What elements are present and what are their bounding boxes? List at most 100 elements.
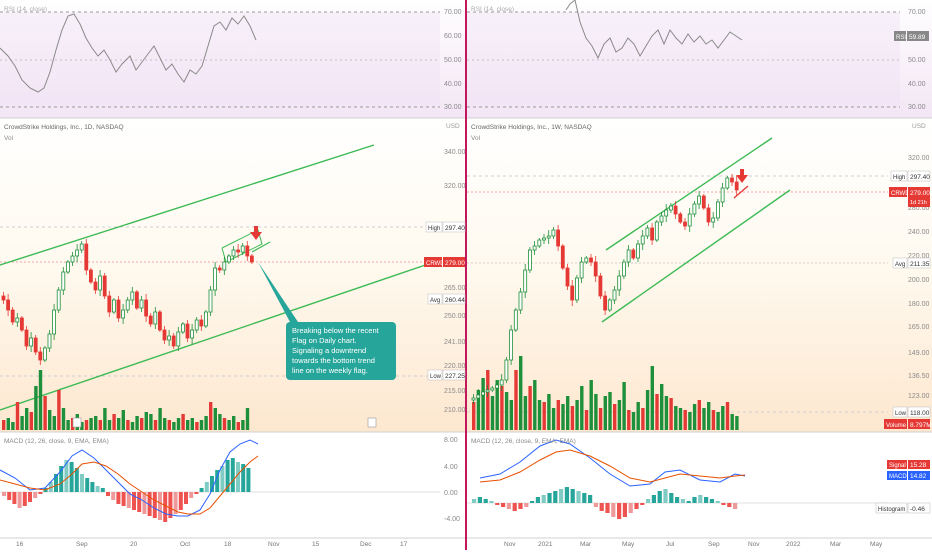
volume-bar xyxy=(504,392,509,430)
candle xyxy=(84,239,89,275)
right-price-tick: 220.00 xyxy=(908,253,930,260)
left-high-value: 297.40 xyxy=(445,225,465,232)
candle xyxy=(89,268,93,284)
volume-bar xyxy=(678,408,683,430)
candle xyxy=(70,252,75,266)
candle xyxy=(669,203,673,213)
right-lower-channel[interactable] xyxy=(601,189,791,323)
left-rsi-tick: 30.00 xyxy=(444,104,462,111)
left-macd-histogram xyxy=(2,458,251,522)
volume-bar xyxy=(735,416,739,430)
candle xyxy=(654,220,659,242)
macd-bar xyxy=(698,495,703,503)
volume-bar xyxy=(135,416,139,430)
left-low-value: 227.25 xyxy=(445,373,465,380)
volume-bar xyxy=(43,396,47,430)
volume-bar xyxy=(514,370,518,430)
macd-bar xyxy=(85,478,90,492)
right-low-value: 118.00 xyxy=(910,410,930,417)
candle xyxy=(79,241,84,253)
macd-bar xyxy=(152,492,157,518)
volume-bar xyxy=(528,386,532,430)
volume-bar xyxy=(20,416,24,430)
candle xyxy=(612,286,617,304)
right-upper-channel[interactable] xyxy=(605,137,773,251)
candle xyxy=(162,326,167,344)
macd-bar xyxy=(680,499,685,503)
macd-bar xyxy=(147,492,152,516)
volume-bar xyxy=(57,390,61,430)
macd-bar xyxy=(501,503,506,507)
macd-bar xyxy=(605,503,610,513)
earnings-marker[interactable] xyxy=(367,417,377,428)
volume-bar xyxy=(98,420,102,430)
candle xyxy=(645,225,650,239)
right-x-tick: 2022 xyxy=(786,541,801,548)
right-rsi-tick: 40.00 xyxy=(908,81,926,88)
volume-bar xyxy=(580,386,584,430)
candle xyxy=(98,270,102,296)
volume-bar xyxy=(66,420,70,430)
macd-bar xyxy=(184,492,188,504)
macd-bar xyxy=(199,488,204,492)
macd-bar xyxy=(547,493,552,503)
right-low-label: Low xyxy=(895,411,907,417)
volume-bar xyxy=(218,414,222,430)
volume-bar xyxy=(186,420,190,430)
macd-bar xyxy=(669,493,674,503)
right-rsi-tick: 70.00 xyxy=(908,9,926,16)
candle xyxy=(589,254,593,266)
left-rsi-tick: 40.00 xyxy=(444,81,462,88)
right-candles xyxy=(471,174,739,404)
candle xyxy=(532,241,537,255)
right-rsi-bg xyxy=(467,0,932,118)
volume-bar xyxy=(84,420,89,430)
macd-bar xyxy=(704,497,709,503)
volume-bar xyxy=(245,408,250,430)
macd-bar xyxy=(225,460,230,492)
volume-bar xyxy=(52,416,56,430)
right-avg-value: 211.35 xyxy=(910,261,930,268)
volume-bar xyxy=(688,412,692,430)
right-histogram-label: Histogram xyxy=(878,507,905,513)
volume-bar xyxy=(500,386,504,430)
macd-bar xyxy=(95,486,100,492)
candle xyxy=(249,254,254,264)
macd-bar xyxy=(489,501,494,503)
volume-bar xyxy=(645,390,650,430)
earnings-marker[interactable] xyxy=(72,417,82,428)
volume-bar xyxy=(519,356,523,430)
macd-bar xyxy=(535,497,540,503)
volume-bar xyxy=(664,396,669,430)
volume-bar xyxy=(683,410,687,430)
left-lower-trendline[interactable] xyxy=(0,259,441,411)
macd-bar xyxy=(541,495,546,503)
left-price-tick: 241.00 xyxy=(444,339,466,346)
right-price-tick: 165.00 xyxy=(908,324,930,331)
candle xyxy=(29,332,34,352)
candle xyxy=(112,298,116,314)
candle xyxy=(640,230,645,250)
volume-bar xyxy=(103,408,107,430)
macd-bar xyxy=(189,492,194,498)
macd-bar xyxy=(663,489,668,503)
left-upper-trendline[interactable] xyxy=(0,144,375,266)
macd-bar xyxy=(28,492,32,502)
candle xyxy=(716,199,720,221)
left-macd-label: MACD (12, 26, close, 9, EMA, EMA) xyxy=(4,438,109,445)
volume-bar xyxy=(660,384,664,430)
macd-bar xyxy=(173,492,178,514)
macd-bar xyxy=(512,503,517,511)
annotation-box[interactable] xyxy=(286,322,396,380)
left-x-tick: 18 xyxy=(224,541,232,548)
candle xyxy=(148,313,153,327)
left-high-label: High xyxy=(428,226,440,232)
macd-bar xyxy=(564,487,569,503)
right-histogram-value: -0.46 xyxy=(910,506,925,513)
candle xyxy=(180,322,185,334)
candle xyxy=(579,257,584,283)
candle xyxy=(683,218,687,230)
macd-bar xyxy=(593,503,598,507)
volume-bar xyxy=(61,408,66,430)
macd-bar xyxy=(472,499,477,503)
